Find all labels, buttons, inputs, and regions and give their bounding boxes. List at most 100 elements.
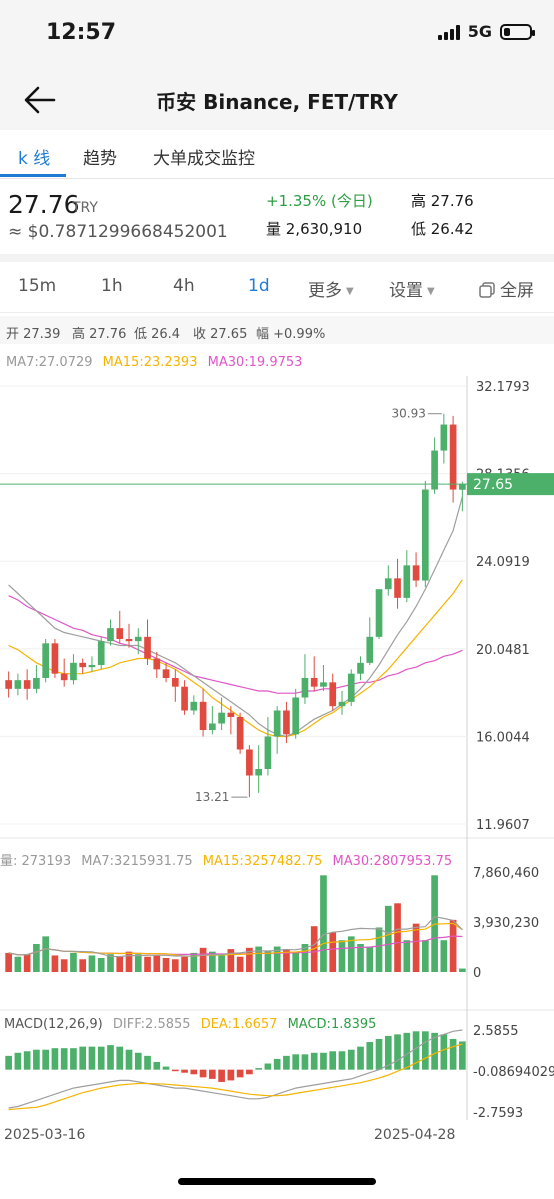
tab-trend[interactable]: 趋势 [83, 149, 117, 169]
fullscreen-button[interactable]: 全屏 [478, 276, 534, 301]
macd-bar [246, 1069, 253, 1075]
volume-bar [283, 949, 290, 972]
ma15-line [8, 579, 463, 738]
volume-bar [384, 905, 392, 972]
more-label: 更多 [308, 281, 342, 301]
macd-legend: MACD(12,26,9) DIFF:2.5855 DEA:1.6657 MAC… [4, 1017, 382, 1032]
settings-label: 设置 [389, 281, 423, 301]
period-bar: 15m 1h 4h 1d 更多 ▼ 设置 ▼ 全屏 [0, 262, 554, 313]
candle [283, 710, 290, 735]
kline-chart[interactable]: 32.179328.135624.091920.048116.004411.96… [0, 376, 554, 1126]
signal-icon [437, 24, 460, 40]
macd-bar [292, 1054, 300, 1070]
candle [421, 489, 429, 581]
vol-label: 量: 273193 [0, 854, 72, 869]
ma15-label: MA15:23.2393 [102, 355, 198, 370]
volume-bar [125, 951, 133, 972]
x-label-start: 2025-03-16 [4, 1127, 86, 1143]
candle [199, 701, 207, 730]
tab-large-order-monitor[interactable]: 大单成交监控 [153, 149, 255, 169]
volume-bar [246, 947, 253, 972]
high-24h: 高 27.76 [411, 192, 474, 210]
candle [310, 678, 318, 687]
ohlc-close: 收 27.65 [193, 327, 248, 342]
price-usd: ≈ $0.7871299668452001 [8, 222, 228, 242]
candle [431, 450, 438, 490]
volume-bar [51, 955, 59, 972]
current-price-tag [467, 473, 554, 496]
macd-dea-line [8, 1043, 463, 1111]
battery-icon [500, 23, 535, 40]
volume-bar [357, 944, 364, 972]
candle [347, 673, 355, 702]
volume-bar [107, 954, 114, 972]
macd-bar [255, 1068, 262, 1070]
macd-bar [153, 1061, 161, 1070]
ma-legend: MA7:27.0729 MA15:23.2393 MA30:19.9753 [6, 355, 308, 370]
candle [227, 712, 235, 717]
macd-bar [171, 1069, 179, 1072]
candle [384, 578, 392, 590]
macd-bar [33, 1049, 40, 1070]
period-1h[interactable]: 1h [101, 276, 123, 296]
tab-active-indicator [0, 174, 66, 177]
candle [255, 768, 262, 776]
vol-ma7-line [8, 915, 463, 958]
volume-tick-label: 0 [473, 966, 481, 981]
macd-bar [88, 1046, 96, 1070]
macd-bar [60, 1048, 68, 1070]
volume-bar [236, 956, 244, 972]
volume-bar [181, 956, 188, 972]
candle [218, 712, 225, 724]
macd-bar [320, 1052, 327, 1070]
macd-bar [421, 1031, 429, 1070]
candle [33, 678, 40, 689]
volume-bar [70, 952, 77, 972]
candle [190, 701, 198, 711]
candle [144, 636, 151, 659]
status-bar: 12:57 5G [0, 0, 554, 70]
tab-kline[interactable]: k 线 [18, 149, 51, 169]
macd-bar [384, 1035, 392, 1070]
min-price-marker: 13.21 [195, 790, 229, 804]
candle [116, 628, 124, 640]
settings-dropdown[interactable]: 设置 ▼ [389, 276, 435, 301]
macd-bar [70, 1048, 77, 1070]
candle [134, 636, 142, 642]
macd-bar [209, 1069, 216, 1079]
macd-name: MACD(12,26,9) [4, 1017, 103, 1032]
ohlc-amplitude: 幅 +0.99% [256, 327, 326, 342]
macd-bar [181, 1069, 188, 1073]
macd-bar [357, 1046, 364, 1070]
volume-bar [60, 959, 68, 972]
macd-bar [366, 1042, 374, 1070]
arrow-left-icon[interactable] [22, 82, 58, 118]
volume-bar [88, 955, 96, 972]
macd-bar [283, 1055, 290, 1070]
low-24h: 低 26.42 [411, 220, 474, 238]
candle [301, 678, 309, 698]
macd-bar [412, 1031, 420, 1070]
candle [440, 424, 448, 451]
candle [5, 680, 12, 689]
price-tick-label: 16.0044 [476, 730, 530, 745]
period-15m[interactable]: 15m [18, 276, 57, 296]
candle [14, 680, 22, 689]
price-summary: 27.76 TRY ≈ $0.7871299668452001 +1.35% (… [0, 178, 554, 254]
more-dropdown[interactable]: 更多 ▼ [308, 276, 354, 301]
candle [403, 565, 411, 598]
volume-bar [329, 932, 337, 972]
macd-tick-label: -0.08694029 [473, 1065, 554, 1080]
candle [153, 658, 161, 670]
status-time: 12:57 [46, 20, 117, 45]
volume-legend: 量: 273193 MA7:3215931.75 MA15:3257482.75… [0, 850, 458, 869]
period-4h[interactable]: 4h [173, 276, 195, 296]
period-1d[interactable]: 1d [248, 276, 270, 296]
candle [23, 680, 31, 689]
macd-bar [218, 1069, 225, 1082]
macd-value-label: MACD:1.8395 [287, 1017, 377, 1032]
volume-bar [366, 946, 374, 972]
macd-bar [273, 1058, 281, 1070]
candle [394, 578, 401, 598]
vol-ma15-label: MA15:3257482.75 [202, 854, 323, 869]
